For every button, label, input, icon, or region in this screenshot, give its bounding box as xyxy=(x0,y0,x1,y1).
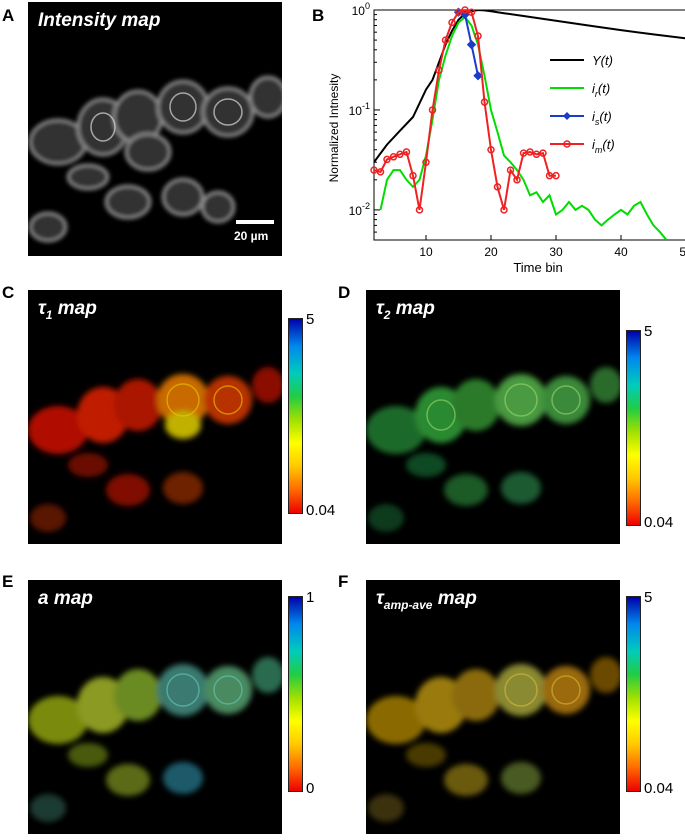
map-title-a: a map xyxy=(38,588,93,609)
legend-label-0: Y(t) xyxy=(592,53,613,68)
x-axis-label: Time bin xyxy=(513,260,562,275)
map-title-tau2: τ2 map xyxy=(376,298,435,322)
series-point xyxy=(480,98,489,106)
x-tick-label: 20 xyxy=(484,245,498,259)
series-point xyxy=(422,158,430,166)
y-tick-label: 10-2 xyxy=(349,201,370,218)
colorbar-tau1-min: 0.04 xyxy=(306,502,336,519)
colorbar-tau-amp-ave-min: 0.04 xyxy=(644,780,674,797)
series-point xyxy=(493,183,502,191)
series-point xyxy=(467,8,476,16)
series-point xyxy=(506,166,515,174)
colorbar-tau2-max: 5 xyxy=(644,323,653,340)
series-point xyxy=(552,171,560,180)
legend-label-3: im(t) xyxy=(592,137,615,155)
panel-letter-a: A xyxy=(2,6,15,25)
legend-marker xyxy=(563,140,571,148)
x-tick-label: 50 xyxy=(679,245,685,259)
map-title-tau1: τ1 map xyxy=(38,298,97,322)
series-point xyxy=(435,66,443,74)
scale-bar xyxy=(236,220,274,224)
panel-letter-e: E xyxy=(2,572,14,591)
series-point xyxy=(526,148,534,156)
legend-marker xyxy=(563,112,571,120)
legend-label-2: is(t) xyxy=(592,109,612,127)
series-point xyxy=(402,148,411,156)
series-point xyxy=(415,206,424,214)
tau2-cells xyxy=(366,367,620,532)
series-point xyxy=(376,168,385,176)
colorbar-a-min: 0 xyxy=(306,780,315,797)
panel-letter-b: B xyxy=(312,6,325,25)
series-point xyxy=(500,206,508,214)
colorbar-tau1 xyxy=(288,318,303,514)
colorbar-tau1-max: 5 xyxy=(306,311,315,328)
series-point xyxy=(466,39,477,50)
colorbar-tau2-min: 0.04 xyxy=(644,514,674,531)
series-point xyxy=(461,6,469,14)
tau-amp-ave-cells xyxy=(366,657,620,822)
colorbar-tau-amp-ave-max: 5 xyxy=(644,589,653,606)
series-point xyxy=(454,8,463,16)
colorbar-a-max: 1 xyxy=(306,589,315,606)
panel-letter-d: D xyxy=(338,283,351,302)
x-tick-label: 40 xyxy=(614,245,628,259)
map-title-tau-amp-ave: τamp-ave map xyxy=(376,588,477,612)
x-tick-label: 10 xyxy=(419,245,433,259)
tau1-cells xyxy=(28,367,282,532)
legend-label-1: ir(t) xyxy=(592,81,610,99)
intensity-cells xyxy=(28,75,282,243)
series-point xyxy=(474,32,482,40)
plot-frame xyxy=(373,9,685,241)
map-title-intensity: Intensity map xyxy=(38,10,161,31)
series-point xyxy=(409,171,417,180)
series-point xyxy=(441,36,450,44)
intensity-map-image: Intensity map 20 µm xyxy=(28,2,282,256)
series-point xyxy=(448,18,456,27)
panel-letter-f: F xyxy=(338,572,349,591)
series-point xyxy=(396,150,404,159)
a-cells xyxy=(28,657,282,822)
series-point xyxy=(389,153,398,161)
x-tick-label: 30 xyxy=(549,245,563,259)
a-map-image: a map xyxy=(28,580,282,834)
colorbar-tau2 xyxy=(626,330,641,526)
series-point xyxy=(473,71,483,81)
series-point xyxy=(383,155,391,164)
tau2-map-image: τ2 map xyxy=(366,290,620,544)
series-point xyxy=(428,106,437,114)
intensity-decay-chart: Normalized Intnesity Time bin 10 20 30 40 50… xyxy=(327,1,685,275)
series-point xyxy=(370,166,378,174)
tau-amp-ave-map-image: τamp-ave map xyxy=(366,580,620,834)
tau1-map-image: τ1 map xyxy=(28,290,282,544)
y-tick-label: 100 xyxy=(352,1,370,18)
colorbar-tau-amp-ave xyxy=(626,596,641,792)
panel-letter-c: C xyxy=(2,283,15,302)
y-tick-label: 10-1 xyxy=(349,101,370,118)
series-point xyxy=(513,176,521,184)
series-point xyxy=(487,145,495,154)
series-point xyxy=(539,149,547,157)
colorbar-a xyxy=(288,596,303,792)
scale-bar-label: 20 µm xyxy=(234,229,269,243)
y-axis-label: Normalized Intnesity xyxy=(327,74,341,183)
